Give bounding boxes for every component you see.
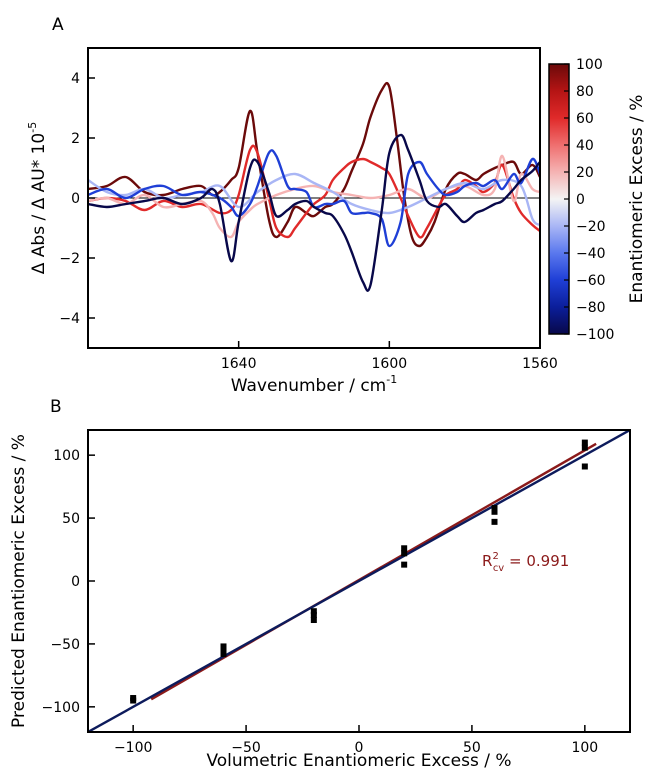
panel-a-y-ticks: −4 −2 0 2 4	[59, 71, 95, 327]
scatter-point	[220, 650, 227, 657]
panel-b-y-tick-label: 0	[71, 574, 80, 590]
panel-a-y-tick-label: −2	[59, 251, 80, 267]
identity-line	[88, 430, 630, 732]
scatter-point	[310, 611, 317, 618]
panel-a-x-ticks: 1640 1600 1560	[221, 341, 558, 372]
panel-b-x-tick-label: 0	[355, 740, 364, 756]
panel-b-y-ticks: −100 −50 0 50 100	[42, 448, 95, 716]
scatter-point	[130, 697, 137, 704]
colorbar-tick-label: 0	[576, 192, 585, 208]
panel-a-x-tick-label: 1640	[221, 356, 257, 372]
panel-a-x-axis-title: Wavenumber / cm-1	[231, 373, 397, 396]
series-line-ee-minus-100	[88, 133, 540, 292]
panel-a-y-tick-label: 2	[71, 131, 80, 147]
colorbar-title: Enantiomeric Excess / %	[627, 95, 647, 304]
panel-b-x-tick-label: −50	[231, 740, 261, 756]
scatter-point	[401, 545, 408, 552]
panel-a-y-axis-title: Δ Abs / Δ AU* 10-5	[26, 122, 49, 274]
panel-b-y-tick-label: −50	[50, 637, 80, 653]
colorbar-tick-label: −80	[576, 300, 606, 316]
series-line-ee-20	[88, 154, 540, 239]
scatter-point	[491, 505, 498, 512]
panel-a-x-tick-label: 1600	[372, 356, 408, 372]
panel-b-x-axis-title: Volumetric Enantiomeric Excess / %	[206, 751, 511, 770]
colorbar-tick-label: −60	[576, 273, 606, 289]
panel-b-y-tick-label: 50	[62, 511, 80, 527]
scatter-point	[401, 561, 408, 568]
scatter-point	[491, 518, 498, 525]
panel-b-x-tick-label: 100	[571, 740, 598, 756]
colorbar-tick-label: −20	[576, 219, 606, 235]
scatter-point	[310, 617, 317, 624]
panel-a-series-group	[88, 81, 540, 292]
colorbar-tick-label: 60	[576, 111, 594, 127]
panel-b-x-ticks: −100 −50 0 50 100	[114, 725, 598, 756]
r2-annotation: R2 cv = 0.991	[482, 551, 569, 574]
panel-a-y-tick-label: 4	[71, 71, 80, 87]
panel-a-y-tick-label: 0	[71, 191, 80, 207]
scatter-point	[581, 463, 588, 470]
scatter-point	[401, 550, 408, 557]
panel-b-label: B	[50, 397, 62, 417]
panel-a-label: A	[52, 15, 64, 35]
colorbar-tick-label: 20	[576, 165, 594, 181]
series-line-ee-100	[88, 81, 540, 248]
scatter-point	[581, 444, 588, 451]
panel-b-y-tick-label: −100	[42, 700, 80, 716]
panel-a-y-tick-label: −4	[59, 311, 80, 327]
colorbar-tick-label: −40	[576, 246, 606, 262]
colorbar-tick-label: 40	[576, 138, 594, 154]
colorbar-tick-label: 80	[576, 84, 594, 100]
panel-a-x-tick-label: 1560	[522, 356, 558, 372]
scatter-point	[310, 608, 317, 615]
scatter-point	[220, 643, 227, 650]
series-line-ee-60	[88, 144, 540, 239]
panel-b-x-tick-label: −100	[114, 740, 152, 756]
panel-b-x-tick-label: 50	[463, 740, 481, 756]
colorbar-tick-label: −100	[576, 327, 614, 343]
panel-b-y-tick-label: 100	[53, 448, 80, 464]
scatter-point	[491, 508, 498, 515]
panel-b-y-axis-title: Predicted Enantiomeric Excess / %	[9, 434, 29, 728]
scatter-point	[581, 439, 588, 446]
colorbar-ticks: 100 80 60 40 20 0 −20 −40 −60 −80 −100	[564, 57, 614, 343]
panel-b-plot-group	[88, 430, 630, 732]
colorbar-tick-label: 100	[576, 57, 603, 73]
